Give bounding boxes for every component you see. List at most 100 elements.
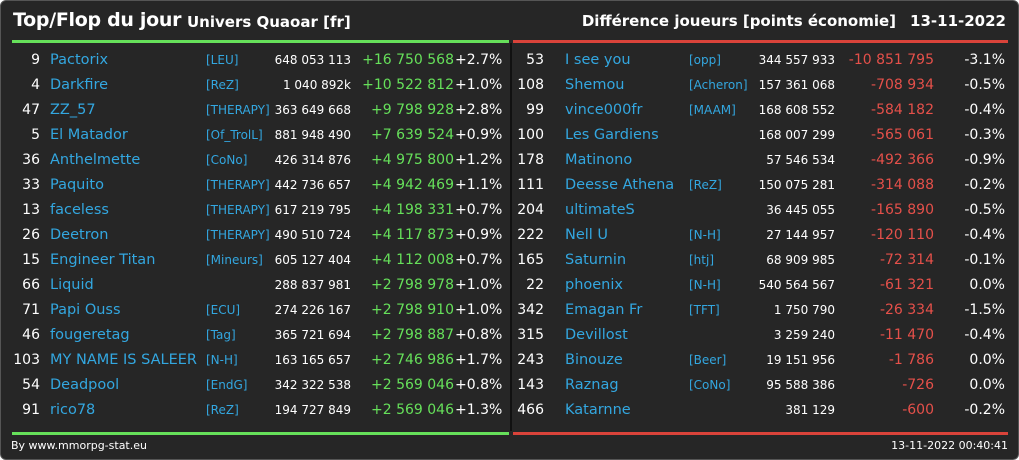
alliance-tag[interactable]: [THERAPY]	[206, 103, 270, 117]
player-name[interactable]: Saturnin	[565, 252, 627, 268]
player-rank: 342	[517, 302, 544, 318]
alliance-tag[interactable]: [THERAPY]	[206, 203, 270, 217]
points-diff: -61 321	[879, 277, 934, 293]
percent-change: +0.7%	[455, 252, 503, 268]
alliance-tag[interactable]: [ReZ]	[206, 403, 239, 417]
player-points: 344 557 933	[758, 53, 835, 67]
percent-change: -0.2%	[964, 177, 1005, 193]
player-name[interactable]: Binouze	[565, 352, 623, 368]
player-rank: 54	[22, 377, 40, 393]
alliance-tag[interactable]: [Acheron]	[689, 78, 748, 92]
player-name[interactable]: Liquid	[50, 277, 94, 293]
player-name[interactable]: fougeretag	[50, 327, 130, 343]
player-rank: 165	[517, 252, 544, 268]
points-diff: +2 569 046	[371, 402, 454, 418]
flop-row: 165 Saturnin [htj] 68 909 985 -72 314 -0.1%	[1, 248, 1018, 273]
player-name[interactable]: ultimateS	[565, 202, 635, 218]
alliance-tag[interactable]: [EndG]	[206, 378, 248, 392]
alliance-tag[interactable]: [N-H]	[206, 353, 238, 367]
alliance-tag[interactable]: [THERAPY]	[206, 178, 270, 192]
player-rank: 315	[517, 327, 544, 343]
percent-change: +0.8%	[455, 327, 503, 343]
player-name[interactable]: Paquito	[50, 177, 104, 193]
player-name[interactable]: rico78	[50, 402, 96, 418]
player-name[interactable]: vince000fr	[565, 102, 643, 118]
points-diff: +2 569 046	[371, 377, 454, 393]
player-points: 274 226 167	[274, 303, 351, 317]
alliance-tag[interactable]: [N-H]	[689, 278, 721, 292]
player-name[interactable]: Devillost	[565, 327, 628, 343]
flop-row: 99 vince000fr [MAAM] 168 608 552 -584 182 -0.…	[1, 98, 1018, 123]
player-name[interactable]: Deadpool	[50, 377, 120, 393]
alliance-tag[interactable]: [ReZ]	[689, 178, 722, 192]
percent-change: -0.3%	[964, 127, 1005, 143]
alliance-tag[interactable]: [ReZ]	[206, 78, 239, 92]
player-name[interactable]: Nell U	[565, 227, 609, 243]
player-name[interactable]: El Matador	[50, 127, 128, 143]
player-name[interactable]: Katarnne	[565, 402, 631, 418]
player-name[interactable]: Les Gardiens	[565, 127, 659, 143]
source-credit: By www.mmorpg-stat.eu	[11, 439, 147, 452]
alliance-tag[interactable]: [TFT]	[689, 303, 720, 317]
percent-change: +1.0%	[455, 302, 503, 318]
points-diff: +4 942 469	[371, 177, 454, 193]
player-name[interactable]: Matinono	[565, 152, 633, 168]
alliance-tag[interactable]: [Of_TrolL]	[206, 128, 263, 142]
player-name[interactable]: Pactorix	[50, 52, 109, 68]
alliance-tag[interactable]: [Beer]	[689, 353, 727, 367]
player-name[interactable]: Emagan Fr	[565, 302, 643, 318]
alliance-tag[interactable]: [opp]	[689, 53, 721, 67]
player-name[interactable]: Darkfire	[50, 77, 109, 93]
player-name[interactable]: Shemou	[565, 77, 625, 93]
player-name[interactable]: Raznag	[565, 377, 619, 393]
alliance-tag[interactable]: [Tag]	[206, 328, 236, 342]
points-diff: +4 112 008	[371, 252, 454, 268]
player-rank: 91	[22, 402, 40, 418]
alliance-tag[interactable]: [htj]	[689, 253, 715, 267]
player-points: 68 909 985	[766, 253, 835, 267]
player-name[interactable]: Anthelmette	[50, 152, 141, 168]
player-points: 648 053 113	[274, 53, 351, 67]
percent-change: 0.0%	[969, 352, 1005, 368]
player-rank: 100	[517, 127, 544, 143]
alliance-tag[interactable]: [N-H]	[689, 228, 721, 242]
flop-bottom-bar	[513, 432, 1008, 435]
player-name[interactable]: Deesse Athena	[565, 177, 675, 193]
player-name[interactable]: phoenix	[565, 277, 623, 293]
alliance-tag[interactable]: [THERAPY]	[206, 228, 270, 242]
percent-change: -0.4%	[964, 227, 1005, 243]
player-name[interactable]: Engineer Titan	[50, 252, 156, 268]
points-diff: +10 522 812	[362, 77, 454, 93]
alliance-tag[interactable]: [CoNo]	[689, 378, 731, 392]
points-diff: +2 798 978	[371, 277, 454, 293]
player-points: 163 165 657	[274, 353, 351, 367]
top-row: 103 MY NAME IS SALEER [N-H] 163 165 657 +2 7…	[1, 348, 511, 373]
player-points: 1 040 892k	[282, 78, 351, 92]
percent-change: +1.7%	[455, 352, 503, 368]
alliance-tag[interactable]: [ECU]	[206, 303, 241, 317]
alliance-tag[interactable]: [LEU]	[206, 53, 239, 67]
player-rank: 5	[31, 127, 40, 143]
player-name[interactable]: faceless	[50, 202, 109, 218]
player-points: 168 007 299	[758, 128, 835, 142]
top-bottom-bar	[12, 432, 509, 435]
flop-row: 100 Les Gardiens 168 007 299 -565 061 -0.3%	[1, 123, 1018, 148]
percent-change: -3.1%	[964, 52, 1005, 68]
alliance-tag[interactable]: [Mineurs]	[206, 253, 263, 267]
player-name[interactable]: ZZ_57	[50, 102, 96, 118]
player-name[interactable]: MY NAME IS SALEER	[50, 352, 197, 368]
player-points: 540 564 567	[758, 278, 835, 292]
footer-timestamp: 13-11-2022 00:40:41	[891, 439, 1008, 452]
player-rank: 36	[22, 152, 40, 168]
top-row: 33 Paquito [THERAPY] 442 736 657 +4 942 469 +…	[1, 173, 511, 198]
player-name[interactable]: Deetron	[50, 227, 109, 243]
alliance-tag[interactable]: [MAAM]	[689, 103, 736, 117]
alliance-tag[interactable]: [CoNo]	[206, 153, 248, 167]
top-row: 13 faceless [THERAPY] 617 219 795 +4 198 331…	[1, 198, 511, 223]
points-diff: -165 890	[871, 202, 934, 218]
points-diff: -565 061	[871, 127, 934, 143]
points-diff: +2 746 986	[371, 352, 454, 368]
player-name[interactable]: Papi Ouss	[50, 302, 121, 318]
player-rank: 22	[526, 277, 544, 293]
player-name[interactable]: I see you	[565, 52, 631, 68]
